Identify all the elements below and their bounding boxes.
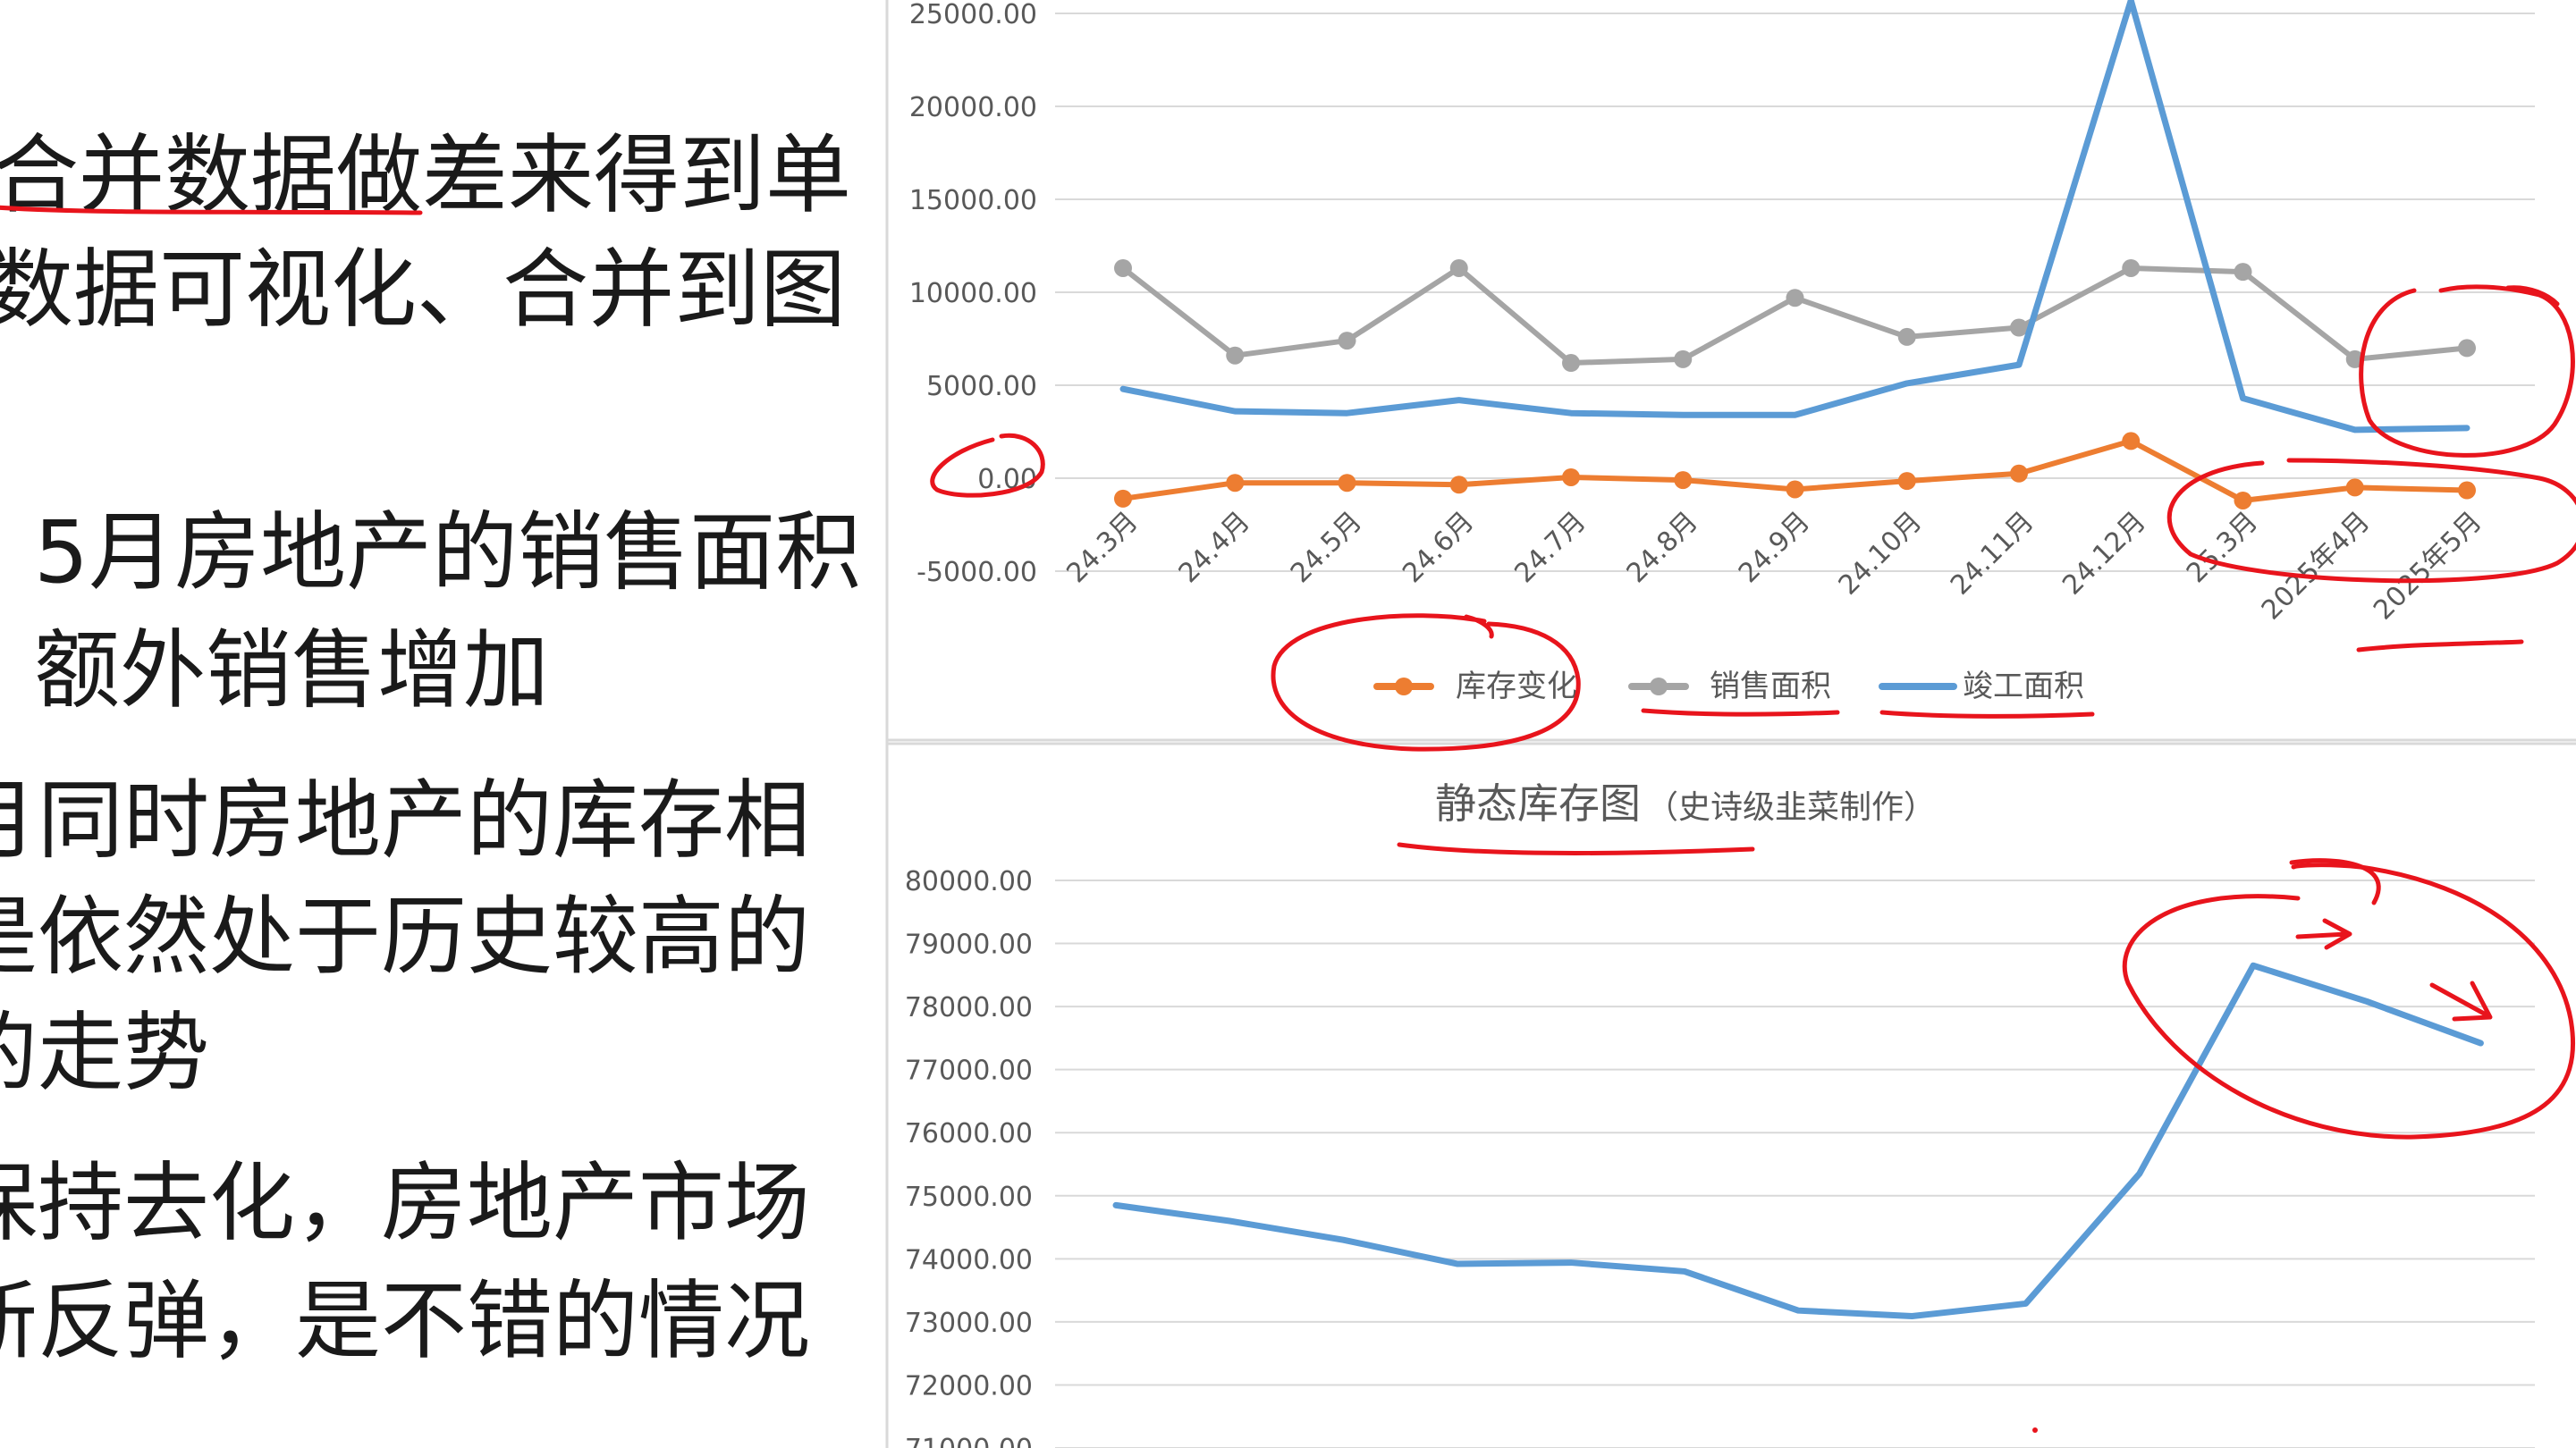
slide-text-line: 数据可视化、合并到图 [0,240,846,340]
y-tick-label: 72000.00 [905,1370,1033,1402]
data-point-sales-area [1897,327,1916,346]
data-point-sales-area [1674,349,1693,368]
legend-item-completed-area: 竣工面积 [1879,669,2084,704]
data-point-inventory-change [1674,471,1693,490]
y-tick-label: 76000.00 [905,1118,1033,1149]
y-tick-label: -5000.00 [916,557,1037,588]
chart1-gridlines [1055,13,2535,572]
chart2-series [1112,962,2484,1320]
chart2-y-tick-labels: 71000.00 72000.00 73000.00 74000.00 75000.00… [905,866,1033,1448]
slide-text-line: 的走势 [0,1003,209,1103]
legend-label: 销售面积 [1710,669,1831,704]
chart2-gridlines [1055,880,2535,1448]
slide-text-line: 月同时房地产的库存相 [0,770,810,871]
circle-mark-zero-label [930,433,1045,498]
data-point-inventory-change [2458,481,2476,500]
y-tick-label: 10000.00 [909,278,1037,309]
data-point-inventory-change [1562,467,1580,486]
underline-mark-x-axis [2356,639,2524,652]
y-tick-label: 5000.00 [926,371,1037,402]
slide-text-line: 合并数据做差来得到单 [0,125,851,225]
slide-text-line: 是依然处于历史较高的 [0,887,810,987]
chart-title: 静态库存图 （史诗级韭菜制作） [1435,779,1936,828]
data-point-inventory-change [1338,474,1356,492]
chart-area-background [885,0,2576,1448]
circle-mark-last-x-labels [2166,458,2576,584]
data-point-sales-area [1226,346,1245,365]
y-tick-label: 71000.00 [905,1434,1033,1448]
chart-title-main: 静态库存图 [1435,779,1641,828]
handwritten-annotations [930,284,2576,1433]
y-tick-label: 25000.00 [909,0,1037,30]
data-point-sales-area [2234,263,2252,282]
data-point-inventory-change [2345,478,2364,497]
y-tick-label: 77000.00 [905,1056,1033,1087]
slide-text-line: 5月房地产的销售面积 [34,502,862,602]
circle-mark-recent-inventory [2122,863,2576,1140]
data-point-sales-area [1562,354,1580,373]
arrow-mark-bottom [2429,981,2493,1022]
chart1-series [1114,0,2476,509]
legend-label: 库存变化 [1456,669,1577,704]
legend-swatch-marker [1395,678,1413,695]
data-point-sales-area [1786,289,1804,307]
y-tick-label: 20000.00 [909,92,1037,123]
circle-mark-legend-inventory [1271,613,1581,752]
data-point-inventory-change [1226,474,1245,492]
handwritten-underline [0,205,423,215]
underline-mark-legend-sales [1641,708,1840,717]
slide-text-line: 保持去化，房地产市场 [0,1153,810,1253]
underline-mark-chart-title [1397,842,1755,856]
data-point-inventory-change [2010,464,2028,483]
y-tick-label: 75000.00 [905,1182,1033,1213]
slide-underline-layer [0,205,423,215]
legend-swatch-marker [1650,678,1668,695]
data-point-sales-area [2010,318,2028,337]
slide-text-panel: 合并数据做差来得到单 数据可视化、合并到图 5月房地产的销售面积 额外销售增加 … [0,0,881,1448]
slide-text-line: 额外销售增加 [34,620,549,720]
y-tick-label: 15000.00 [909,185,1037,216]
data-point-inventory-change [1114,489,1132,508]
underline-mark-legend-completed [1879,710,2095,719]
data-point-inventory-change [1786,480,1804,499]
legend-item-sales-area: 销售面积 [1628,669,1831,704]
tick-mark-top [2289,858,2381,905]
legend-item-inventory-change: 库存变化 [1373,669,1577,704]
data-point-sales-area [2122,258,2141,277]
series-line-static-inventory [1112,962,2484,1320]
arrow-mark-top [2295,918,2352,950]
y-tick-label: 79000.00 [905,930,1033,961]
slide-text-line: 新反弹，是不错的情况 [0,1271,810,1371]
data-point-inventory-change [1449,476,1468,494]
y-tick-label: 73000.00 [905,1308,1033,1339]
data-point-sales-area [1114,258,1132,277]
chart1-legend: 库存变化 销售面积 竣工面积 [1373,669,2084,704]
data-point-sales-area [1338,332,1356,350]
static-inventory-chart: 静态库存图（史诗级韭菜制作） 71000.0072000.0073000.007… [905,779,2535,1448]
circle-mark-last-sales-points [2359,284,2575,458]
y-tick-label: 80000.00 [905,866,1033,897]
chart-subtitle: （史诗级韭菜制作） [1646,789,1936,826]
data-point-sales-area [2458,339,2476,358]
data-point-sales-area [1449,258,1468,277]
dot-mark [2032,1427,2038,1433]
data-point-inventory-change [1897,472,1916,491]
chart1-y-tick-labels: -5000.000.005000.0010000.0015000.0020000… [909,0,1037,588]
data-point-inventory-change [2122,432,2141,450]
legend-label: 竣工面积 [1963,669,2084,704]
y-tick-label: 78000.00 [905,992,1033,1023]
data-point-inventory-change [2234,491,2252,509]
series-line-completed-area [1119,0,2470,434]
y-tick-label: 74000.00 [905,1244,1033,1275]
